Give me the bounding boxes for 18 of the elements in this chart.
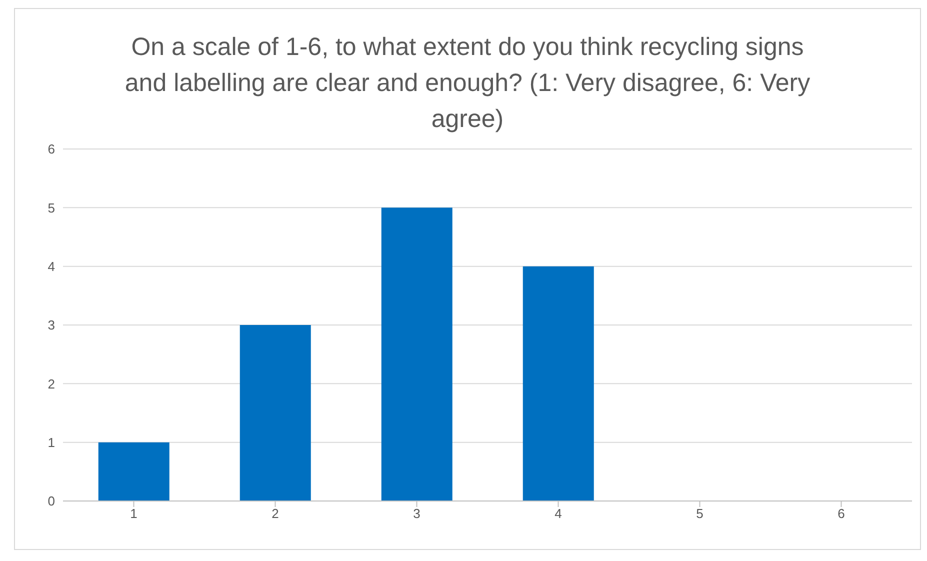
bar — [522, 266, 594, 501]
chart-title: On a scale of 1-6, to what extent do you think recycling signs and labelling are clear and enough? (1: Very disagree, 6: Very agree) — [124, 32, 812, 135]
y-tick-label: 1 — [48, 434, 55, 450]
y-tick-label: 3 — [48, 318, 55, 333]
y-tick-label: 4 — [48, 258, 55, 274]
y-tick-label: 0 — [48, 494, 55, 509]
bar — [381, 208, 452, 501]
bar — [98, 442, 170, 501]
x-tick-label: 3 — [413, 506, 420, 522]
x-tick-label: 2 — [272, 506, 279, 522]
x-tick-label: 1 — [130, 506, 138, 522]
x-tick-label: 5 — [696, 506, 704, 522]
bar — [240, 325, 311, 501]
y-tick-label: 6 — [48, 142, 55, 157]
x-tick-label: 6 — [838, 506, 845, 522]
y-tick-label: 5 — [48, 200, 55, 216]
y-tick-label: 2 — [48, 376, 55, 392]
x-tick-label: 4 — [554, 506, 562, 522]
